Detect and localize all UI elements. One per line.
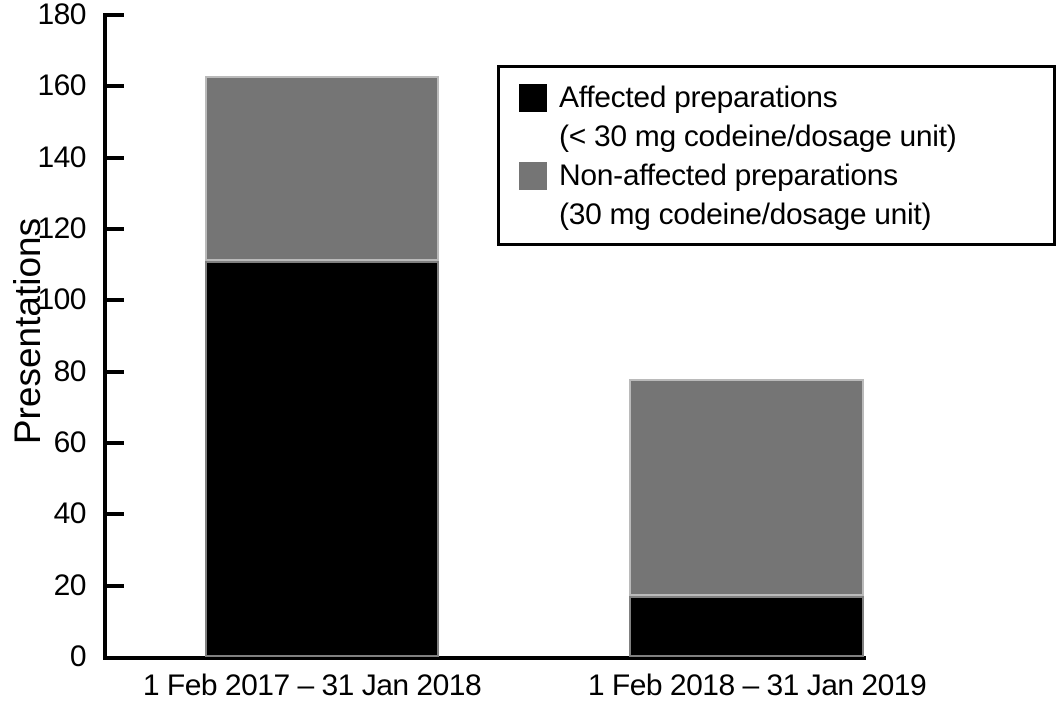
- y-tick-mark-180: [107, 13, 124, 17]
- legend-label-non-affected-line1: Non-affected preparations: [559, 159, 898, 192]
- y-tick-label-120: 120: [37, 212, 86, 245]
- y-tick-label-180: 180: [37, 0, 86, 31]
- legend-label-affected: Affected preparations (< 30 mg codeine/d…: [559, 78, 957, 156]
- legend-swatch-non-affected: [519, 162, 547, 190]
- y-tick-mark-20: [107, 583, 124, 588]
- y-tick-mark-160: [107, 84, 124, 89]
- legend-label-affected-line1: Affected preparations: [559, 81, 838, 114]
- y-tick-label-60: 60: [53, 426, 87, 459]
- legend-swatch-affected: [519, 84, 547, 112]
- bar-2: [629, 378, 864, 657]
- y-tick-mark-120: [107, 227, 124, 231]
- y-tick-label-0: 0: [69, 640, 87, 673]
- bar-1-segment-affected: [205, 261, 439, 657]
- y-tick-label-160: 160: [37, 69, 86, 103]
- y-tick-label-40: 40: [53, 497, 87, 531]
- y-tick-mark-100: [107, 298, 124, 303]
- legend-entry-non-affected: Non-affected preparations (30 mg codeine…: [519, 156, 1045, 234]
- bar-1-segment-non-affected: [205, 75, 439, 262]
- y-tick-label-80: 80: [53, 354, 87, 388]
- x-tick-label-period-1: 1 Feb 2017 – 31 Jan 2018: [142, 669, 482, 702]
- bar-2-segment-affected: [629, 596, 864, 657]
- legend-entry-affected: Affected preparations (< 30 mg codeine/d…: [519, 78, 1045, 156]
- y-tick-label-100: 100: [37, 283, 86, 317]
- y-tick-label-20: 20: [53, 568, 87, 602]
- legend-label-non-affected-line2: (30 mg codeine/dosage unit): [559, 198, 932, 231]
- x-tick-label-period-2: 1 Feb 2018 – 31 Jan 2019: [587, 669, 927, 702]
- legend-label-non-affected: Non-affected preparations (30 mg codeine…: [559, 156, 931, 234]
- y-axis-title: Presentations: [7, 217, 48, 445]
- legend-label-affected-line2: (< 30 mg codeine/dosage unit): [559, 120, 957, 153]
- y-axis-line: [103, 13, 107, 660]
- bar-2-segment-non-affected: [629, 378, 864, 597]
- y-tick-mark-80: [107, 369, 124, 374]
- bar-1: [205, 75, 439, 657]
- y-tick-mark-140: [107, 155, 124, 160]
- legend-box: Affected preparations (< 30 mg codeine/d…: [497, 65, 1056, 246]
- y-tick-mark-60: [107, 441, 124, 445]
- x-axis-line: [103, 656, 866, 660]
- y-tick-label-140: 140: [37, 140, 86, 174]
- y-tick-mark-40: [107, 512, 124, 517]
